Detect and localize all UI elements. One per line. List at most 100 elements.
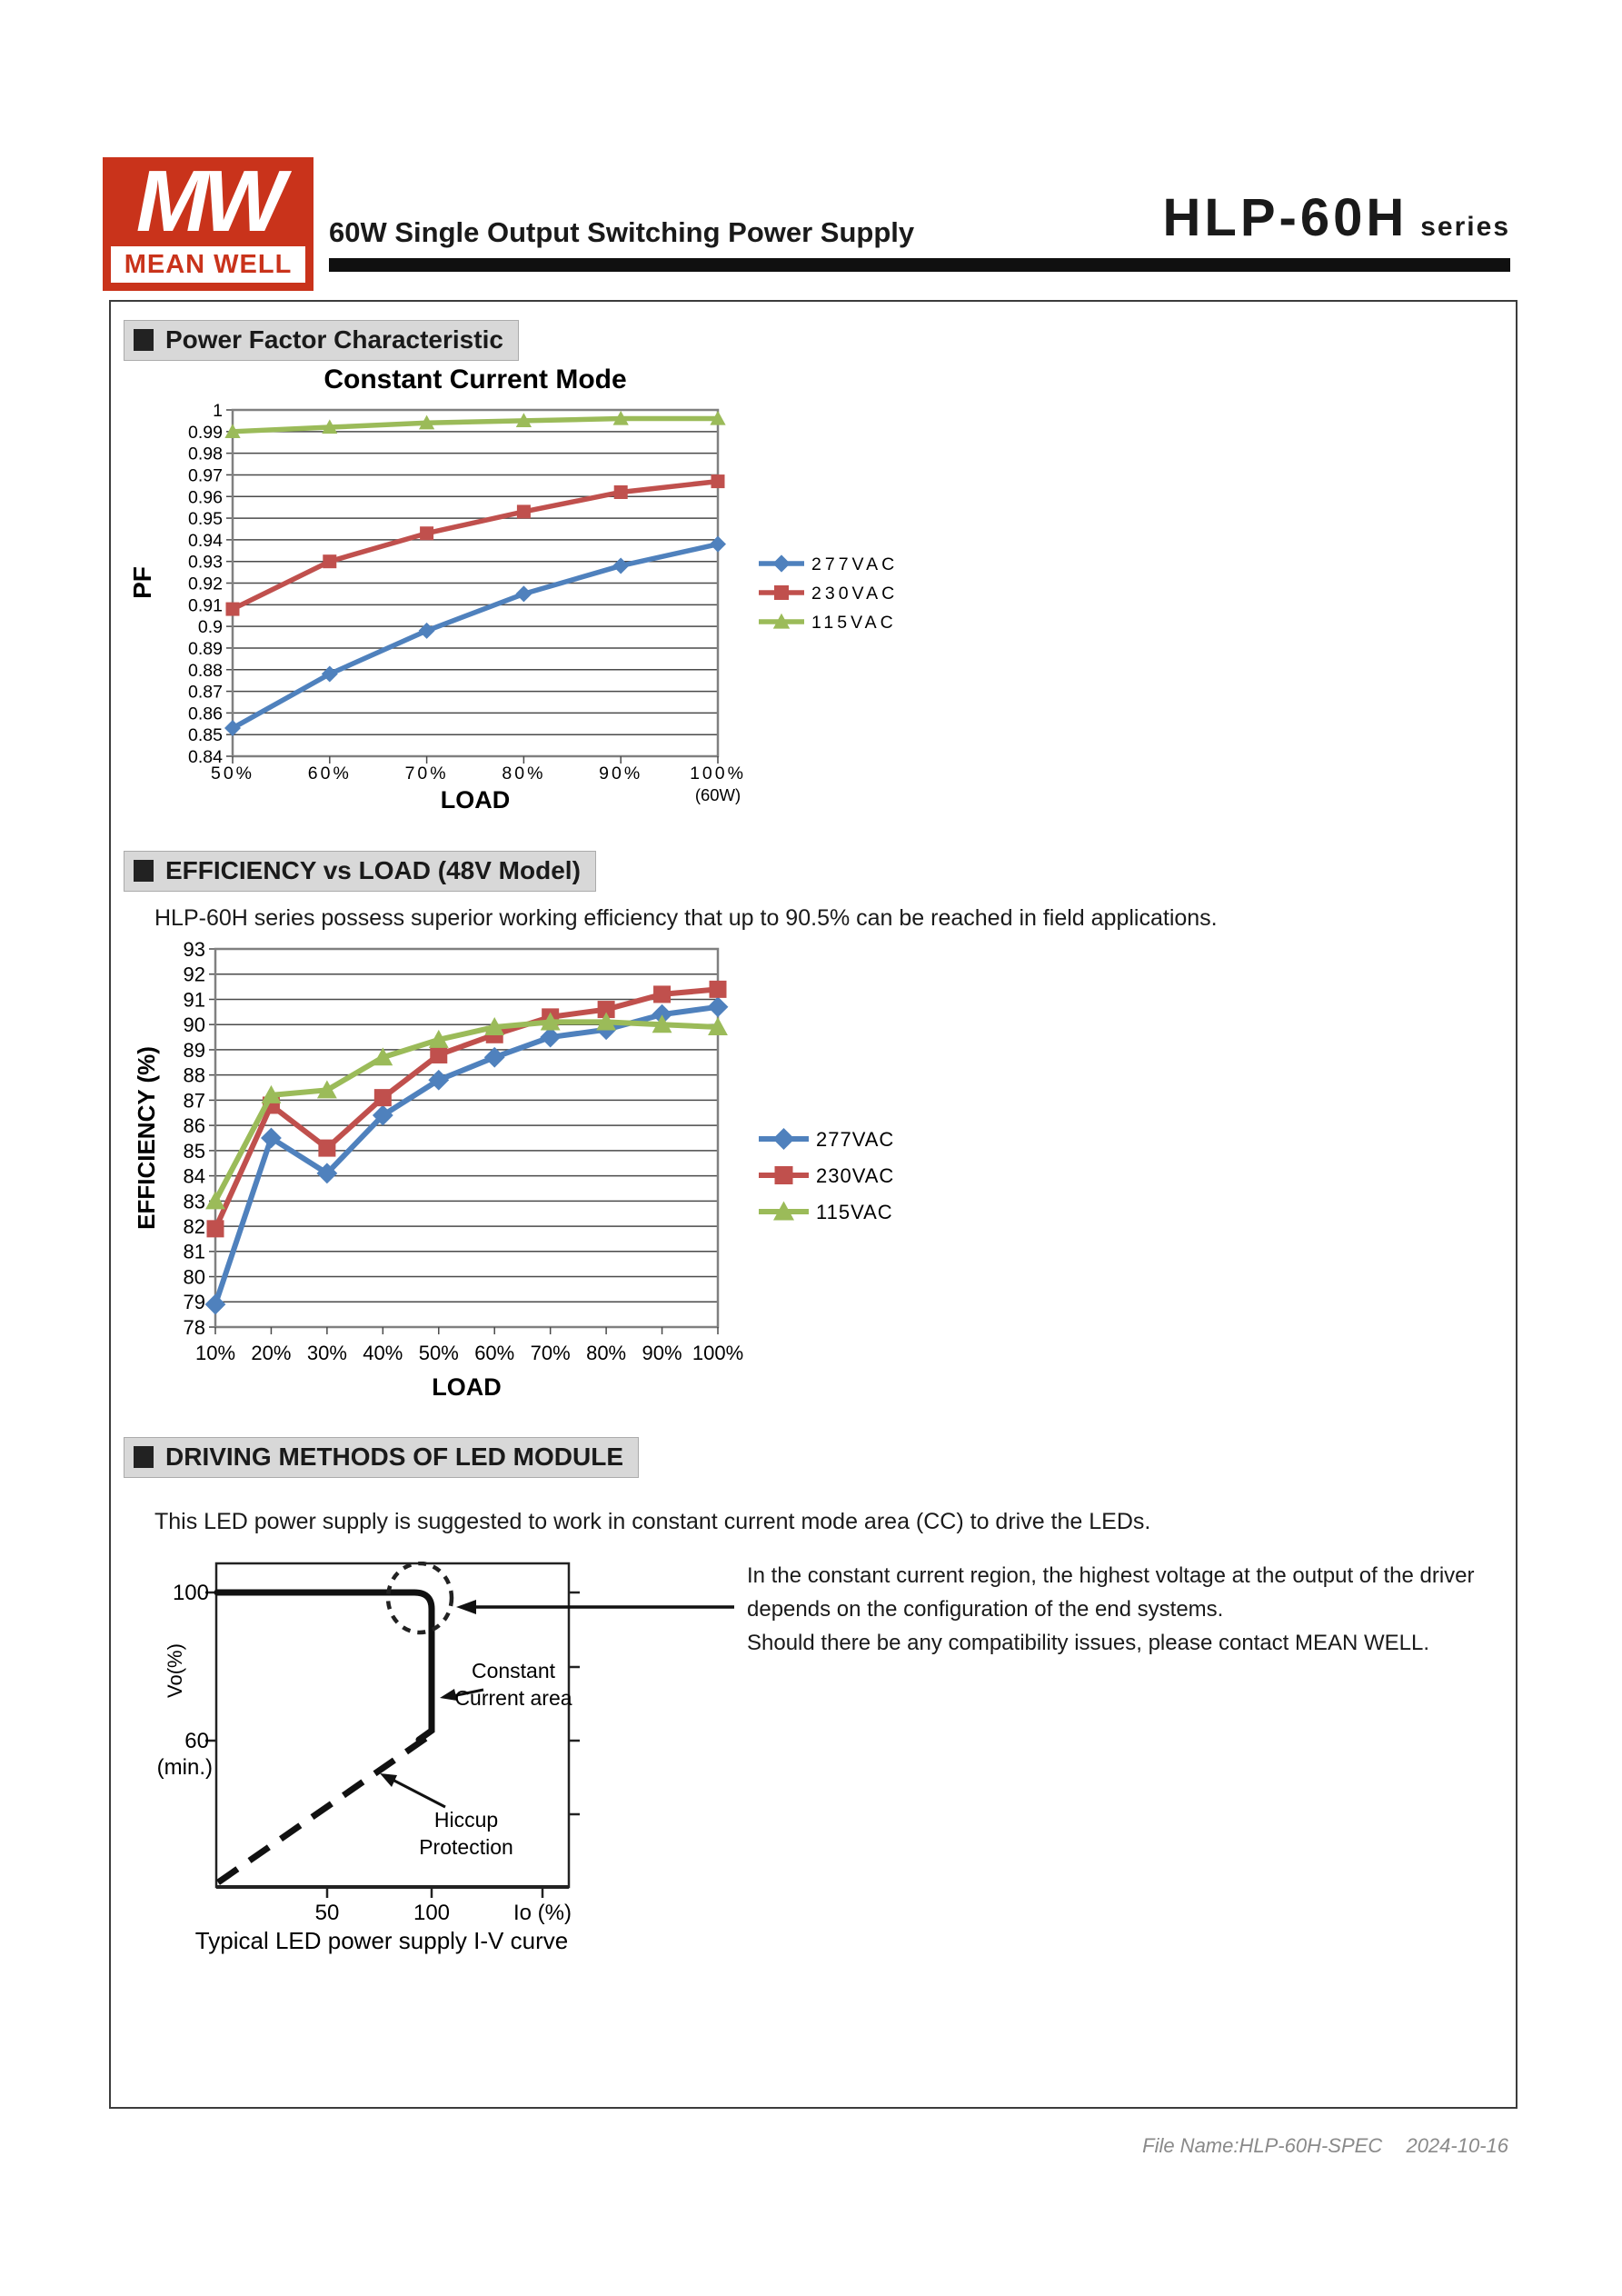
io-50-label: 50 — [315, 1901, 340, 1925]
series-115VAC — [224, 410, 726, 438]
legend-item-277VAC: 277VAC — [759, 554, 898, 574]
svg-text:80%: 80% — [502, 764, 545, 784]
series-230VAC-line — [231, 478, 719, 612]
svg-text:0.85: 0.85 — [188, 725, 223, 745]
vo-min-note: (min.) — [157, 1755, 213, 1780]
svg-text:0.92: 0.92 — [188, 574, 223, 594]
x-axis-title: LOAD — [441, 786, 511, 814]
series-115VAC-marker — [322, 419, 338, 434]
highlight-circle-icon — [385, 1562, 454, 1635]
svg-text:30%: 30% — [307, 1342, 347, 1364]
svg-text:90%: 90% — [599, 764, 642, 784]
series-230VAC-marker — [613, 484, 628, 499]
svg-text:(60W): (60W) — [695, 785, 741, 804]
svg-text:88: 88 — [184, 1064, 205, 1087]
legend: 277VAC 230VAC 115VAC — [759, 554, 898, 633]
series-115VAC-marker — [652, 1014, 672, 1033]
file-date: 2024-10-16 — [1406, 2134, 1508, 2157]
plot-border — [214, 947, 720, 1329]
content-frame — [109, 300, 1518, 2109]
cc-note-line-1: In the constant current region, the high… — [747, 1563, 1475, 1588]
diagram-plot-border — [214, 1562, 571, 1889]
x-axis-labels: 10% 20% 30% 40% 50% 60% 70% 80% 90% 100% — [195, 1327, 743, 1364]
series-115VAC-marker — [484, 1017, 505, 1035]
file-name: File Name:HLP-60H-SPEC — [1142, 2134, 1383, 2157]
hiccup-arrow — [380, 1773, 446, 1809]
efficiency-chart: 93 92 91 90 89 88 87 86 85 84 83 82 81 80 79 78 10% 20% 30… — [127, 927, 945, 1427]
svg-text:92: 92 — [184, 963, 205, 986]
svg-text:0.89: 0.89 — [188, 639, 223, 659]
cc-note-line-2: depends on the configuration of the end … — [747, 1597, 1224, 1622]
series-230VAC-line — [213, 986, 719, 1231]
series-277VAC-marker — [224, 720, 241, 737]
svg-text:20%: 20% — [251, 1342, 291, 1364]
svg-text:80%: 80% — [586, 1342, 626, 1364]
chart-title: Constant Current Mode — [323, 364, 626, 394]
y-axis-title: EFFICIENCY (%) — [133, 1046, 160, 1230]
gridlines — [209, 948, 718, 1328]
svg-text:70%: 70% — [531, 1342, 571, 1364]
series-230VAC-marker — [597, 1001, 615, 1019]
svg-text:0.87: 0.87 — [188, 683, 223, 703]
section-title: DRIVING METHODS OF LED MODULE — [165, 1442, 623, 1471]
svg-text:277VAC: 277VAC — [811, 554, 898, 574]
series-115VAC — [205, 1012, 728, 1210]
series-230VAC-marker — [206, 1220, 224, 1238]
constant-voltage-curve — [214, 1589, 435, 1743]
legend-marker-triangle — [773, 1201, 794, 1221]
series-name: HLP-60H — [1162, 188, 1408, 247]
svg-text:277VAC: 277VAC — [816, 1128, 894, 1151]
svg-text:0.98: 0.98 — [188, 444, 223, 464]
series-115VAC-marker — [205, 1191, 225, 1210]
legend-marker-square — [774, 1166, 793, 1184]
meanwell-logo: MW MEAN WELL — [103, 153, 313, 291]
section-title: EFFICIENCY vs LOAD (48V Model) — [165, 856, 581, 884]
logo-brand-strip: MEAN WELL — [111, 246, 305, 283]
hiccup-label-2: Protection — [419, 1835, 513, 1859]
series-115VAC-marker — [418, 414, 435, 430]
series-115VAC-marker — [710, 410, 726, 425]
svg-text:78: 78 — [184, 1316, 205, 1339]
series-277VAC-marker — [316, 1163, 338, 1184]
diagram-caption: Typical LED power supply I-V curve — [195, 1927, 568, 1954]
pf-chart: 1 0.99 0.98 0.97 0.96 0.95 0.94 0.93 0.92 0.91 0.9… — [127, 359, 945, 818]
svg-text:0.88: 0.88 — [188, 661, 223, 681]
series-277VAC-marker — [612, 557, 630, 574]
square-bullet-icon — [134, 860, 154, 882]
svg-text:80: 80 — [184, 1265, 205, 1288]
svg-text:89: 89 — [184, 1039, 205, 1062]
svg-text:0.94: 0.94 — [188, 531, 223, 551]
series-277VAC-marker — [418, 622, 435, 639]
io-100-label: 100 — [413, 1901, 450, 1925]
io-axis-label: Io (%) — [513, 1901, 572, 1925]
legend: 277VAC 230VAC 115VAC — [759, 1128, 894, 1223]
svg-text:0.9: 0.9 — [198, 617, 223, 637]
series-115VAC-marker — [428, 1029, 449, 1048]
y-axis-labels: 10.990.980.970.960.950.940.930.920.910.9… — [188, 401, 223, 767]
legend-item-230VAC: 230VAC — [759, 584, 894, 604]
section-driving-methods-heading: DRIVING METHODS OF LED MODULE — [124, 1437, 639, 1478]
series-suffix: series — [1420, 212, 1510, 242]
series-115VAC-marker — [540, 1012, 561, 1031]
svg-text:60%: 60% — [308, 764, 352, 784]
svg-text:50%: 50% — [211, 764, 254, 784]
svg-text:87: 87 — [184, 1089, 205, 1112]
svg-text:115VAC: 115VAC — [811, 613, 897, 633]
header-rule — [329, 258, 1510, 272]
svg-text:1: 1 — [213, 401, 223, 421]
vo-axis-label: Vo(%) — [164, 1643, 186, 1698]
svg-text:70%: 70% — [405, 764, 449, 784]
series-277VAC-line — [213, 1003, 719, 1305]
iv-curve-diagram: 100 Vo(%) 60 (min.) 50 100 Io (%) Consta… — [157, 1562, 734, 1954]
svg-text:0.91: 0.91 — [188, 595, 223, 615]
section-title: Power Factor Characteristic — [165, 325, 503, 354]
svg-text:0.96: 0.96 — [188, 487, 223, 507]
file-name-footer: File Name:HLP-60H-SPEC 2024-10-16 — [1142, 2134, 1508, 2158]
series-115VAC-marker — [373, 1047, 393, 1066]
series-277VAC-marker — [321, 665, 338, 683]
legend-marker-diamond — [772, 1128, 795, 1150]
constant-current-arrow — [440, 1688, 484, 1701]
series-230VAC-marker — [318, 1139, 336, 1157]
series-277VAC — [224, 535, 726, 737]
